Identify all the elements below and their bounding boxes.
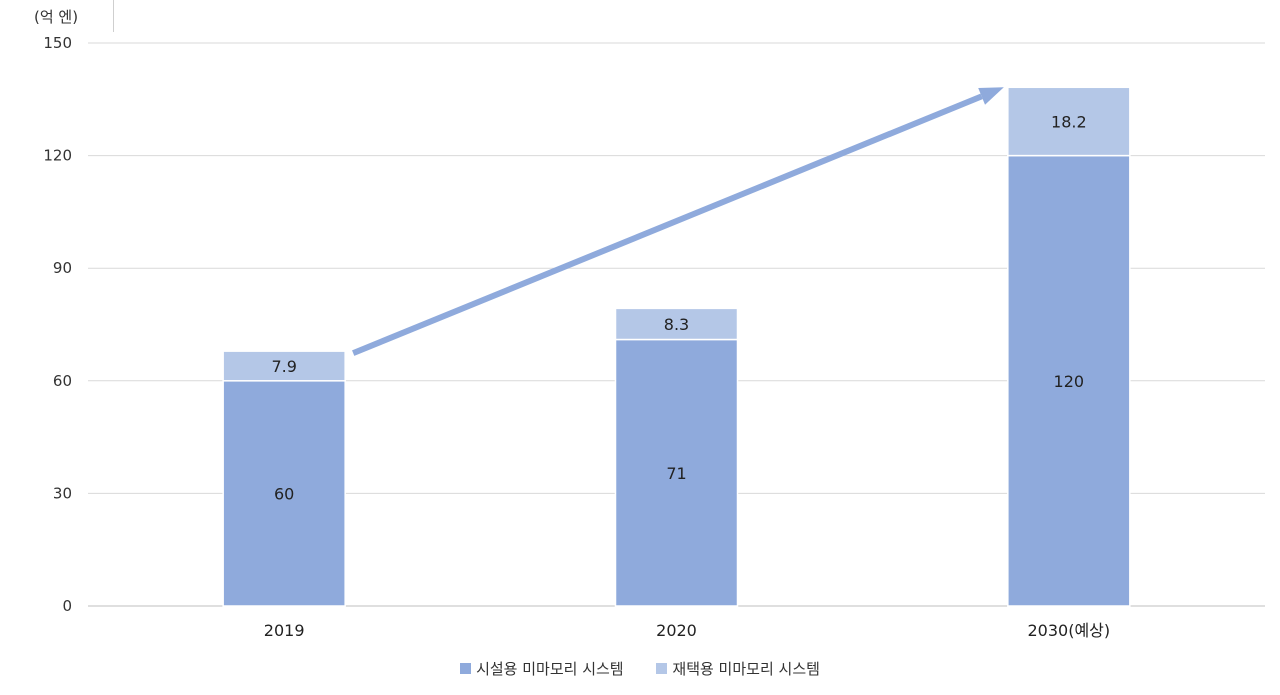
legend-swatch-home bbox=[656, 663, 668, 674]
bar-facility-0 bbox=[222, 380, 346, 607]
data-label-facility-1: 71 bbox=[666, 464, 686, 483]
data-label-home-0: 7.9 bbox=[271, 357, 296, 376]
data-label-home-1: 8.3 bbox=[664, 315, 689, 334]
x-tick-label-0: 2019 bbox=[264, 621, 305, 640]
trend-arrow-head bbox=[978, 87, 1004, 105]
x-tick-label-1: 2020 bbox=[656, 621, 697, 640]
bar-home-2 bbox=[1007, 86, 1131, 157]
legend-swatch-facility bbox=[460, 663, 472, 674]
data-label-facility-0: 60 bbox=[274, 484, 294, 503]
legend-item-home: 재택용 미마모리 시스템 bbox=[656, 658, 820, 679]
legend-label-facility: 시설용 미마모리 시스템 bbox=[476, 660, 624, 678]
y-tick-label-60: 60 bbox=[53, 372, 72, 390]
y-tick-label-90: 90 bbox=[53, 259, 72, 277]
trend-arrow-shaft bbox=[352, 93, 983, 356]
data-label-facility-2: 120 bbox=[1054, 372, 1085, 391]
y-tick-label-30: 30 bbox=[53, 484, 72, 502]
unit-box bbox=[0, 0, 114, 32]
bar-facility-2 bbox=[1007, 154, 1131, 607]
y-axis-unit-label: (억 엔) bbox=[34, 8, 79, 26]
bar-home-1 bbox=[614, 307, 739, 341]
y-tick-label-150: 150 bbox=[43, 34, 72, 52]
legend-item-facility: 시설용 미마모리 시스템 bbox=[460, 658, 624, 679]
x-tick-label-2: 2030(예상) bbox=[1028, 621, 1111, 640]
legend: 시설용 미마모리 시스템 재택용 미마모리 시스템 bbox=[0, 658, 1280, 679]
bar-home-0 bbox=[222, 350, 346, 382]
y-tick-label-120: 120 bbox=[43, 147, 72, 165]
data-label-home-2: 18.2 bbox=[1051, 112, 1087, 131]
y-tick-label-0: 0 bbox=[62, 597, 72, 615]
bar-facility-1 bbox=[614, 338, 739, 607]
legend-label-home: 재택용 미마모리 시스템 bbox=[672, 660, 820, 678]
